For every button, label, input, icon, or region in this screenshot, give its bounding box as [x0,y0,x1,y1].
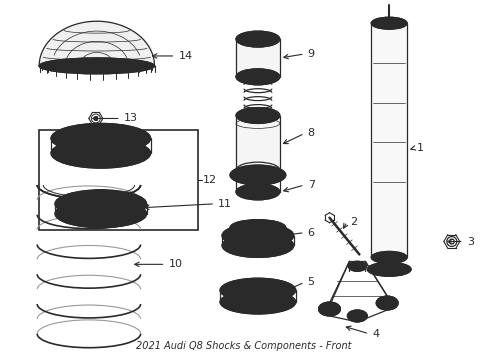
Ellipse shape [366,262,410,276]
Ellipse shape [254,282,261,286]
Ellipse shape [271,291,277,295]
Ellipse shape [51,123,150,153]
Text: 7: 7 [307,180,314,190]
Text: 2021 Audi Q8 Shocks & Components - Front: 2021 Audi Q8 Shocks & Components - Front [136,341,351,351]
Ellipse shape [75,146,85,152]
Ellipse shape [55,190,146,218]
Ellipse shape [370,251,406,264]
Ellipse shape [39,58,154,74]
Bar [39,130,198,230]
Bar [236,39,279,77]
Text: 2: 2 [350,217,357,227]
Text: 13: 13 [123,113,138,123]
Ellipse shape [346,310,366,322]
Text: 9: 9 [307,49,314,59]
Ellipse shape [117,146,126,152]
Polygon shape [39,21,154,66]
Ellipse shape [236,31,279,47]
Ellipse shape [236,108,279,123]
Ellipse shape [370,17,406,29]
Ellipse shape [83,190,119,206]
Ellipse shape [318,302,340,316]
Bar [236,116,279,175]
Ellipse shape [222,234,293,257]
Text: 5: 5 [307,277,314,287]
Ellipse shape [93,135,108,141]
Ellipse shape [222,224,293,247]
Ellipse shape [230,165,285,185]
Ellipse shape [347,261,366,271]
Text: 8: 8 [307,129,314,138]
Ellipse shape [117,125,126,131]
Ellipse shape [236,162,279,178]
Text: 11: 11 [218,199,232,209]
Bar [370,23,406,257]
Text: 10: 10 [168,259,182,269]
Ellipse shape [375,296,397,310]
Ellipse shape [238,291,244,295]
Text: 14: 14 [178,51,192,61]
Ellipse shape [220,278,295,302]
Ellipse shape [94,117,98,121]
Ellipse shape [51,138,150,168]
Ellipse shape [220,290,295,314]
Text: 1: 1 [416,143,423,153]
Ellipse shape [55,200,146,228]
Text: 3: 3 [466,237,473,247]
Text: 6: 6 [307,228,314,238]
Text: 12: 12 [203,175,217,185]
Ellipse shape [75,125,85,131]
Ellipse shape [236,69,279,85]
Text: 4: 4 [371,329,379,339]
Ellipse shape [236,184,279,200]
Ellipse shape [230,220,285,235]
